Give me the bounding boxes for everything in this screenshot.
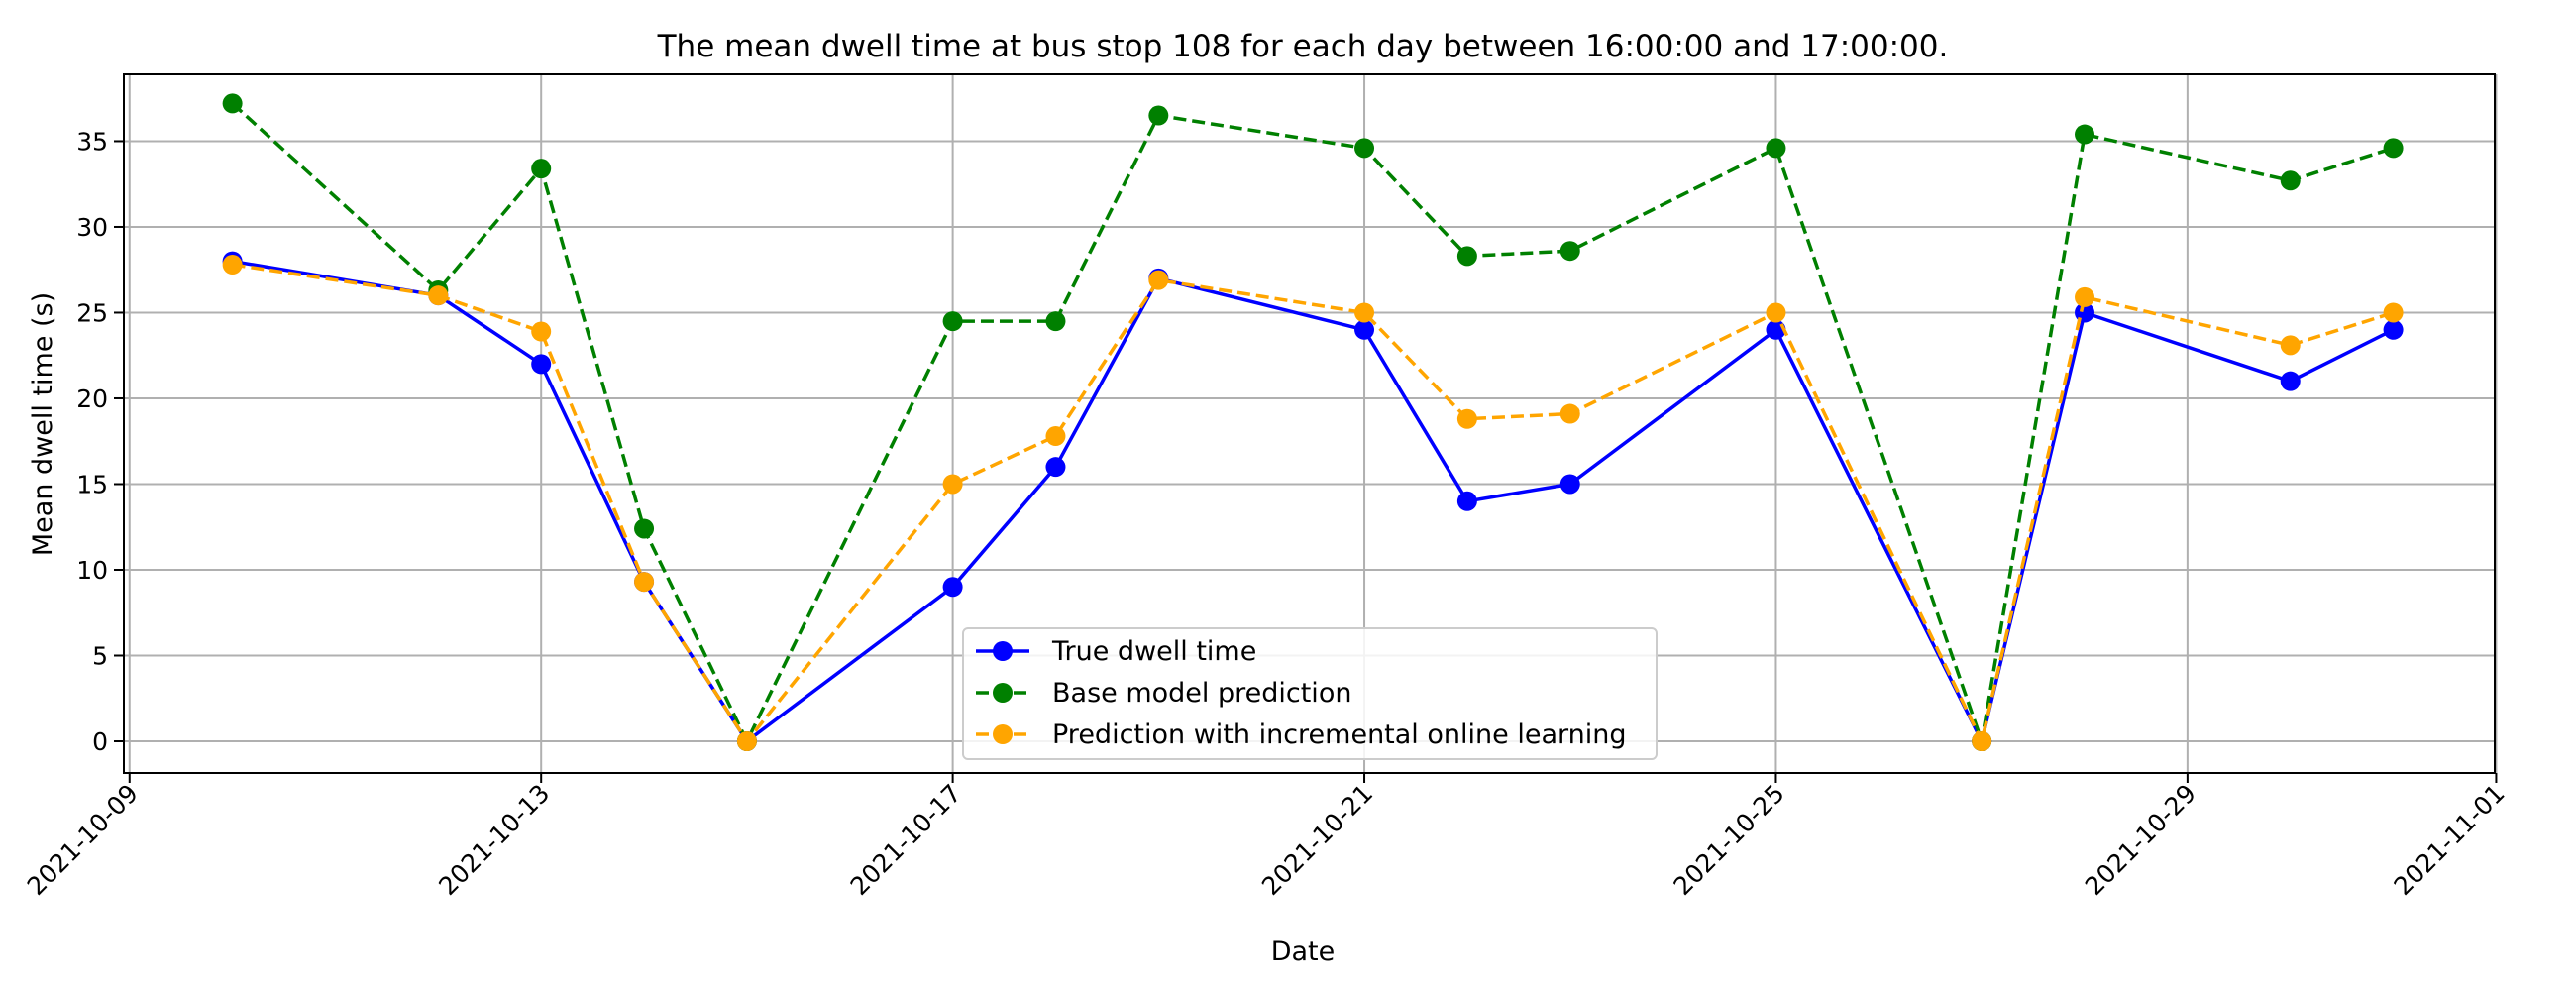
series-line (232, 263, 2395, 743)
data-point (1766, 302, 1786, 323)
data-point (942, 474, 963, 495)
legend-label: Base model prediction (1052, 678, 1351, 709)
y-tick-label: 15 (76, 470, 108, 498)
legend-swatch-marker (993, 683, 1013, 703)
data-point (222, 93, 243, 114)
data-point (942, 577, 963, 598)
series-layer (222, 93, 2404, 751)
x-axis-ticks: 2021-10-09 2021-10-13 2021-10-17 2021-10-21… (22, 773, 2511, 901)
data-point (2075, 286, 2095, 307)
data-point (2280, 170, 2301, 191)
data-point (1456, 246, 1477, 267)
data-point (2280, 335, 2301, 356)
chart-title: The mean dwell time at bus stop 108 for … (657, 29, 1949, 64)
data-point (1354, 138, 1375, 159)
plot-frame (123, 73, 2496, 774)
y-tick-label: 25 (76, 298, 108, 327)
x-tick-label: 2021-11-01 (2388, 779, 2510, 901)
data-point (634, 572, 655, 593)
data-point (2383, 138, 2404, 159)
data-point (531, 354, 552, 375)
y-tick-label: 5 (92, 641, 108, 670)
legend-swatch-marker (993, 724, 1013, 744)
data-point (1972, 730, 1992, 751)
data-point (531, 159, 552, 179)
data-point (942, 311, 963, 332)
legend-item: Prediction with incremental online learn… (976, 719, 1627, 750)
legend-swatch-marker (993, 641, 1013, 661)
y-tick-label: 20 (76, 385, 108, 413)
x-tick-label: 2021-10-13 (433, 779, 555, 901)
grid-lines (124, 74, 2498, 773)
data-point (1559, 241, 1580, 262)
legend-frame (962, 627, 1658, 760)
data-point (2075, 124, 2095, 145)
data-point (222, 255, 243, 275)
y-tick-label: 30 (76, 213, 108, 242)
legend-label: True dwell time (1051, 636, 1256, 667)
y-tick-label: 35 (76, 127, 108, 156)
legend-item: Base model prediction (976, 678, 1351, 709)
x-tick-label: 2021-10-29 (2080, 779, 2201, 901)
data-point (1456, 408, 1477, 429)
data-point (1148, 270, 1169, 290)
legend: True dwell time Base model prediction Pred… (962, 627, 1658, 760)
data-point (1045, 426, 1066, 447)
data-point (1148, 105, 1169, 126)
y-tick-label: 0 (92, 727, 108, 756)
data-point (2383, 319, 2404, 340)
legend-label: Prediction with incremental online learn… (1052, 719, 1627, 750)
x-tick-label: 2021-10-21 (1256, 779, 1378, 901)
series-line (231, 102, 2395, 743)
y-tick-label: 10 (76, 556, 108, 585)
data-point (1354, 319, 1375, 340)
data-point (2280, 371, 2301, 391)
x-tick-label: 2021-10-17 (845, 779, 967, 901)
legend-item: True dwell time (976, 636, 1256, 667)
data-point (531, 321, 552, 342)
series-line (232, 259, 2395, 743)
x-tick-label: 2021-10-09 (22, 779, 144, 901)
data-point (1045, 311, 1066, 332)
data-point (428, 285, 449, 306)
x-axis-label: Date (1271, 936, 1336, 967)
data-point (1045, 457, 1066, 478)
y-axis-label: Mean dwell time (s) (28, 292, 58, 556)
data-point (736, 730, 757, 751)
data-point (1456, 491, 1477, 511)
data-point (1559, 474, 1580, 495)
data-point (1559, 403, 1580, 424)
data-point (1766, 138, 1786, 159)
data-point (1354, 302, 1375, 323)
y-axis-ticks: 0 5 10 15 20 25 30 35 (76, 127, 124, 756)
data-point (634, 518, 655, 539)
series-3 (222, 255, 2404, 751)
x-tick-label: 2021-10-25 (1667, 779, 1789, 901)
data-point (2383, 302, 2404, 323)
